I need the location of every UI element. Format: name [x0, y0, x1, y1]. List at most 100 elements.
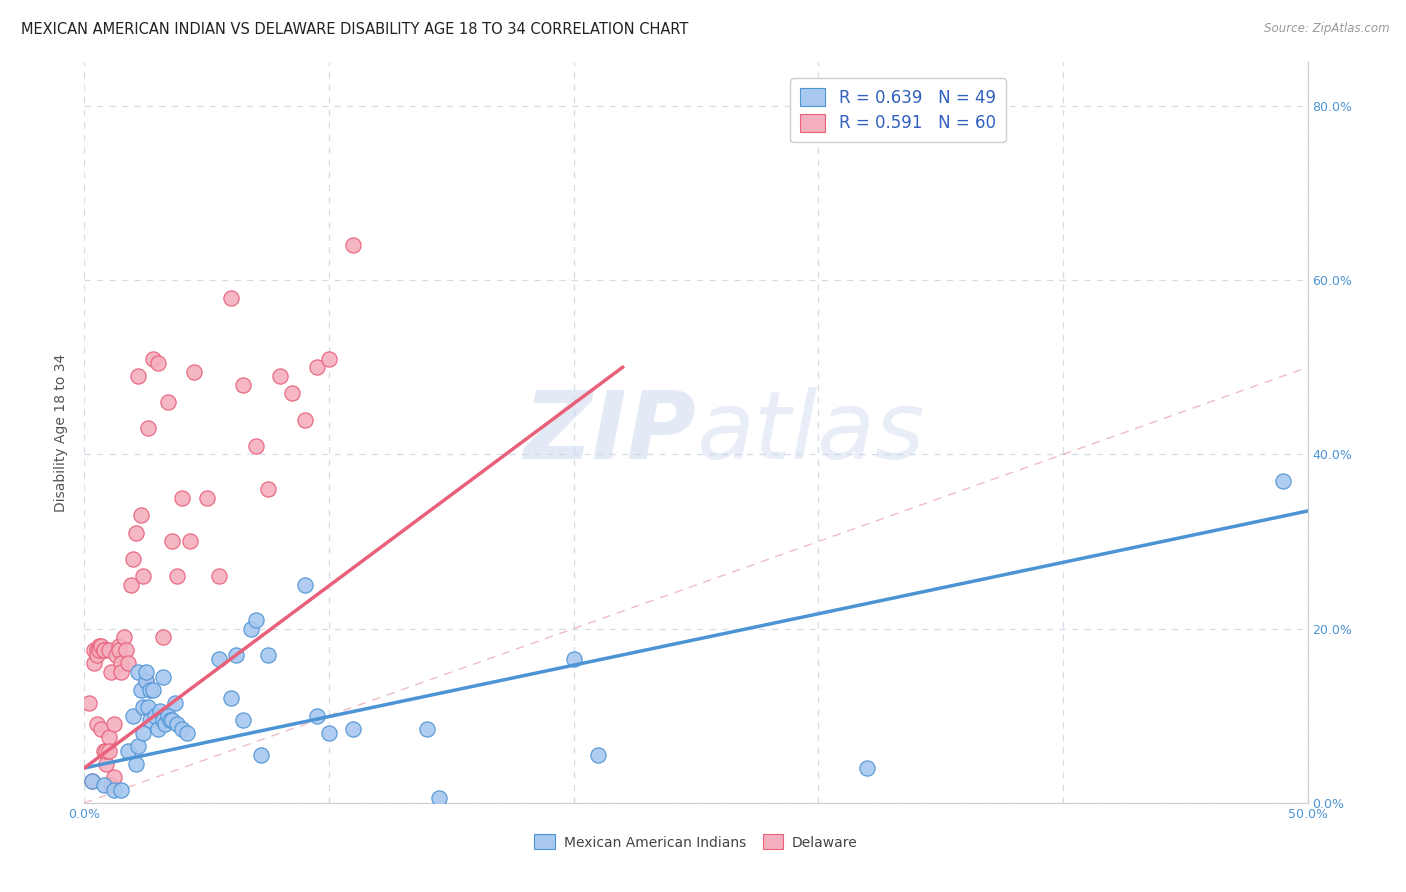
Point	[127, 369, 149, 384]
Point	[294, 578, 316, 592]
Point	[153, 717, 176, 731]
Point	[142, 351, 165, 366]
Point	[318, 351, 340, 366]
Point	[416, 722, 439, 736]
Point	[208, 569, 231, 583]
Point	[294, 412, 316, 426]
Point	[122, 708, 145, 723]
Point	[146, 722, 169, 736]
Point	[159, 713, 181, 727]
Point	[132, 726, 155, 740]
Point	[152, 630, 174, 644]
Point	[100, 665, 122, 680]
Point	[110, 665, 132, 680]
Point	[97, 743, 120, 757]
Point	[162, 713, 184, 727]
Point	[257, 648, 280, 662]
Point	[120, 578, 142, 592]
Point	[93, 643, 115, 657]
Point	[245, 439, 267, 453]
Point	[96, 743, 118, 757]
Point	[195, 491, 218, 505]
Point	[245, 613, 267, 627]
Text: Source: ZipAtlas.com: Source: ZipAtlas.com	[1264, 22, 1389, 36]
Point	[586, 747, 609, 762]
Point	[142, 682, 165, 697]
Point	[152, 713, 174, 727]
Point	[129, 682, 152, 697]
Point	[103, 770, 125, 784]
Point	[269, 369, 291, 384]
Point	[93, 643, 115, 657]
Point	[132, 700, 155, 714]
Point	[156, 708, 179, 723]
Point	[129, 508, 152, 523]
Point	[281, 386, 304, 401]
Point	[125, 525, 148, 540]
Point	[427, 791, 450, 805]
Point	[219, 691, 242, 706]
Point	[97, 643, 120, 657]
Point	[305, 360, 328, 375]
Point	[232, 713, 254, 727]
Point	[107, 639, 129, 653]
Point	[225, 648, 247, 662]
Point	[117, 657, 139, 671]
Point	[110, 657, 132, 671]
Point	[143, 708, 166, 723]
Point	[80, 774, 103, 789]
Point	[127, 665, 149, 680]
Text: MEXICAN AMERICAN INDIAN VS DELAWARE DISABILITY AGE 18 TO 34 CORRELATION CHART: MEXICAN AMERICAN INDIAN VS DELAWARE DISA…	[21, 22, 689, 37]
Point	[107, 643, 129, 657]
Point	[97, 731, 120, 745]
Point	[135, 673, 157, 688]
Point	[183, 365, 205, 379]
Point	[103, 782, 125, 797]
Point	[179, 534, 201, 549]
Point	[318, 726, 340, 740]
Y-axis label: Disability Age 18 to 34: Disability Age 18 to 34	[55, 353, 69, 512]
Point	[115, 643, 138, 657]
Point	[1272, 474, 1295, 488]
Point	[176, 726, 198, 740]
Point	[83, 657, 105, 671]
Point	[172, 491, 194, 505]
Point	[96, 756, 118, 771]
Point	[110, 782, 132, 797]
Point	[166, 717, 188, 731]
Point	[80, 774, 103, 789]
Point	[127, 739, 149, 754]
Point	[90, 722, 112, 736]
Point	[139, 682, 162, 697]
Point	[562, 652, 585, 666]
Text: ZIP: ZIP	[523, 386, 696, 479]
Point	[77, 696, 100, 710]
Point	[100, 778, 122, 792]
Point	[135, 673, 157, 688]
Point	[117, 743, 139, 757]
Point	[125, 756, 148, 771]
Point	[239, 622, 262, 636]
Point	[87, 643, 110, 657]
Point	[249, 747, 271, 762]
Point	[103, 717, 125, 731]
Point	[162, 534, 184, 549]
Point	[132, 569, 155, 583]
Point	[86, 648, 108, 662]
Point	[152, 669, 174, 683]
Point	[856, 761, 879, 775]
Point	[172, 722, 194, 736]
Point	[257, 482, 280, 496]
Point	[342, 238, 364, 252]
Point	[112, 630, 135, 644]
Point	[139, 713, 162, 727]
Point	[86, 643, 108, 657]
Legend: Mexican American Indians, Delaware: Mexican American Indians, Delaware	[529, 829, 863, 855]
Point	[219, 291, 242, 305]
Point	[93, 743, 115, 757]
Point	[136, 700, 159, 714]
Point	[93, 778, 115, 792]
Point	[83, 643, 105, 657]
Point	[122, 552, 145, 566]
Point	[163, 696, 186, 710]
